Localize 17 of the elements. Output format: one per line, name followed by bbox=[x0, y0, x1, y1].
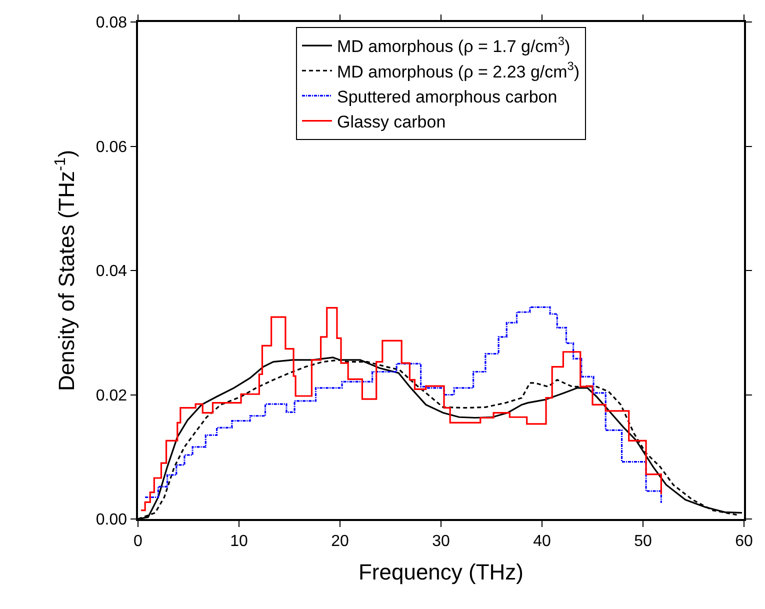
legend-label: MD amorphous (ρ = 1.7 g/cm$^{3}$) bbox=[337, 34, 570, 56]
x-tick-label: 0 bbox=[134, 532, 143, 550]
x-tick-label: 10 bbox=[230, 532, 248, 550]
y-tick-label: 0.04 bbox=[96, 263, 128, 280]
y-tick-label: 0.00 bbox=[96, 512, 128, 529]
x-tick-label: 30 bbox=[432, 532, 450, 550]
legend-label: Glassy carbon bbox=[337, 112, 446, 132]
x-axis-title: Frequency (THz) bbox=[358, 559, 524, 584]
y-tick-label: 0.02 bbox=[96, 387, 128, 404]
x-tick-label: 60 bbox=[735, 532, 753, 550]
x-tick-label: 50 bbox=[634, 532, 652, 550]
x-tick-label: 20 bbox=[331, 532, 349, 550]
y-tick-label: 0.06 bbox=[96, 138, 128, 156]
x-tick-label: 40 bbox=[533, 532, 551, 550]
y-tick-label: 0.08 bbox=[96, 14, 128, 32]
legend-label: Sputtered amorphous carbon bbox=[337, 87, 558, 106]
legend-label: MD amorphous (ρ = 2.23 g/cm$^{3}$) bbox=[337, 59, 580, 82]
